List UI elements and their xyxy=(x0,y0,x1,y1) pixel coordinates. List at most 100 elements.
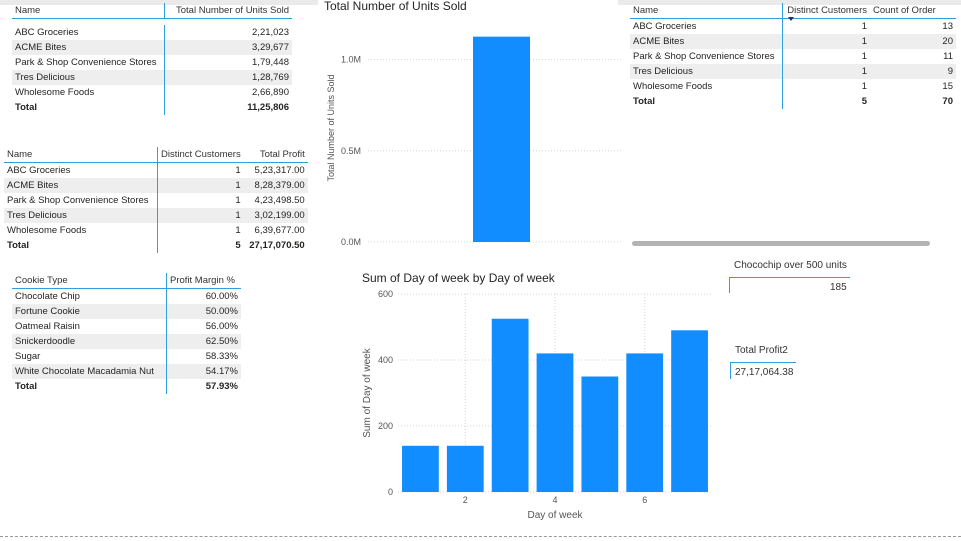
table-cell: 3,02,199.00 xyxy=(243,208,308,223)
bar[interactable] xyxy=(473,36,530,242)
table-row[interactable]: White Chocolate Macadamia Nut 54.17% xyxy=(12,364,241,379)
table-cell: 2,66,890 xyxy=(252,87,289,98)
bar[interactable] xyxy=(446,445,484,492)
y-tick-label: 600 xyxy=(378,289,393,299)
chocochip-card-title: Chocochip over 500 units xyxy=(734,260,847,271)
table-row[interactable]: Tres Delicious 1 3,02,199.00 xyxy=(4,208,308,223)
horizontal-scrollbar[interactable] xyxy=(632,241,930,246)
x-axis-label: Day of week xyxy=(527,510,583,521)
table-cell: ABC Groceries xyxy=(630,18,783,34)
profit-margin-table[interactable]: Cookie Type Profit Margin % Chocolate Ch… xyxy=(12,273,241,394)
table-cell: 5,23,317.00 xyxy=(254,165,305,176)
bar[interactable] xyxy=(671,330,708,492)
table-cell: 62.50% xyxy=(166,334,241,349)
table-row[interactable]: Park & Shop Convenience Stores 1,79,448 xyxy=(12,55,292,70)
table-row[interactable]: Tres Delicious 1 9 xyxy=(630,64,956,79)
table-cell: White Chocolate Macadamia Nut xyxy=(12,364,167,379)
table-cell: Tres Delicious xyxy=(630,64,783,79)
table-cell: 54.17% xyxy=(166,364,241,379)
col-header-units[interactable]: Total Number of Units Sold xyxy=(164,3,292,19)
top-canvas-gap xyxy=(0,0,961,5)
total-row[interactable]: Total 11,25,806 xyxy=(12,100,292,115)
table-cell: 58.33% xyxy=(205,351,238,362)
total-profit2-card-value: 27,17,064.38 xyxy=(735,367,794,378)
table-cell: Wholesome Foods xyxy=(12,85,165,100)
table-cell: 1 xyxy=(861,51,867,62)
y-tick-label: 400 xyxy=(378,355,393,365)
table-cell: Sugar xyxy=(12,349,167,364)
table-cell: 20 xyxy=(870,34,956,49)
bar[interactable] xyxy=(491,318,529,492)
orders-table[interactable]: Name Distinct Customers Count of Order A… xyxy=(630,3,956,109)
table-cell: 1,28,769 xyxy=(164,70,292,85)
table-cell: 27,17,070.50 xyxy=(249,240,305,251)
y-tick-label: 200 xyxy=(378,421,393,431)
orders-table-viewport[interactable]: Name Distinct Customers Count of Order A… xyxy=(630,0,961,240)
table-cell: 3,29,677 xyxy=(164,40,292,55)
table-cell: Wholesome Foods xyxy=(630,79,783,94)
table-cell: 2,21,023 xyxy=(252,27,289,38)
table-row[interactable]: ABC Groceries 1 13 xyxy=(630,18,956,34)
col-header-name[interactable]: Name xyxy=(4,147,158,163)
table-row[interactable]: ABC Groceries 1 5,23,317.00 xyxy=(4,162,308,178)
table-row[interactable]: Snickerdoodle 62.50% xyxy=(12,334,241,349)
table-cell: 1,79,448 xyxy=(252,57,289,68)
profit-table[interactable]: Name Distinct Customers Total Profit ABC… xyxy=(4,147,308,253)
table-row[interactable]: Wholesome Foods 1 15 xyxy=(630,79,956,94)
table-row[interactable]: Fortune Cookie 50.00% xyxy=(12,304,241,319)
table-cell: 1 xyxy=(861,81,867,92)
col-header-name[interactable]: Name xyxy=(630,3,783,19)
table-cell: 1 xyxy=(157,178,244,193)
table-cell: 5 xyxy=(861,96,867,107)
table-row[interactable]: ABC Groceries 2,21,023 xyxy=(12,25,292,40)
chart-title: Sum of Day of week by Day of week xyxy=(362,271,556,285)
table-cell: ACME Bites xyxy=(630,34,783,49)
table-row[interactable]: Chocolate Chip 60.00% xyxy=(12,288,241,304)
table-row[interactable]: Park & Shop Convenience Stores 1 11 xyxy=(630,49,956,64)
table-row[interactable]: Tres Delicious 1,28,769 xyxy=(12,70,292,85)
table-cell: ACME Bites xyxy=(12,40,165,55)
table-row[interactable]: Sugar 58.33% xyxy=(12,349,241,364)
day-of-week-chart[interactable]: Sum of Day of week by Day of week 0 200 400… xyxy=(356,262,720,524)
col-header-count-of-order[interactable]: Count of Order xyxy=(870,3,956,19)
table-cell: 9 xyxy=(870,64,956,79)
bar[interactable] xyxy=(626,353,664,492)
total-row[interactable]: Total 5 70 xyxy=(630,94,956,109)
table-cell: 1 xyxy=(235,165,241,176)
table-cell: Total xyxy=(12,100,165,115)
table-cell: 1 xyxy=(782,64,870,79)
bar[interactable] xyxy=(581,376,619,493)
table-cell: 11 xyxy=(943,51,953,62)
table-row[interactable]: ACME Bites 1 20 xyxy=(630,34,956,49)
bar[interactable] xyxy=(402,445,439,492)
table-cell: Park & Shop Convenience Stores xyxy=(4,193,158,208)
table-cell: 1 xyxy=(157,208,244,223)
table-cell: Chocolate Chip xyxy=(12,288,167,304)
bar[interactable] xyxy=(536,353,574,492)
col-header-total-profit[interactable]: Total Profit xyxy=(243,147,308,163)
col-header-distinct-customers[interactable]: Distinct Customers xyxy=(782,3,870,19)
table-row[interactable]: Wholesome Foods 1 6,39,677.00 xyxy=(4,223,308,238)
table-row[interactable]: ACME Bites 3,29,677 xyxy=(12,40,292,55)
table-cell: 6,39,677.00 xyxy=(254,225,305,236)
table-cell: Fortune Cookie xyxy=(12,304,167,319)
units-sold-chart[interactable]: Total Number of Units Sold 0.0M 0.5M 1.0M To… xyxy=(318,0,628,250)
units-sold-table[interactable]: Name Total Number of Units Sold ABC Groc… xyxy=(12,3,292,115)
col-header-cookie-type[interactable]: Cookie Type xyxy=(12,273,167,289)
table-cell: Total xyxy=(4,238,158,253)
y-tick-label: 0 xyxy=(388,487,393,497)
col-header-profit-margin[interactable]: Profit Margin % xyxy=(166,273,241,289)
table-row[interactable]: Park & Shop Convenience Stores 1 4,23,498.… xyxy=(4,193,308,208)
total-row[interactable]: Total 57.93% xyxy=(12,379,241,394)
col-header-name[interactable]: Name xyxy=(12,3,165,19)
total-row[interactable]: Total 5 27,17,070.50 xyxy=(4,238,308,253)
table-row[interactable]: ACME Bites 1 8,28,379.00 xyxy=(4,178,308,193)
table-row[interactable]: Wholesome Foods 2,66,890 xyxy=(12,85,292,100)
table-cell: Tres Delicious xyxy=(12,70,165,85)
table-cell: 8,28,379.00 xyxy=(243,178,308,193)
sort-descending-icon[interactable] xyxy=(788,17,794,21)
table-cell: Oatmeal Raisin xyxy=(12,319,167,334)
table-row[interactable]: Oatmeal Raisin 56.00% xyxy=(12,319,241,334)
col-header-distinct-customers[interactable]: Distinct Customers xyxy=(157,147,244,163)
table-cell: 1 xyxy=(235,195,241,206)
